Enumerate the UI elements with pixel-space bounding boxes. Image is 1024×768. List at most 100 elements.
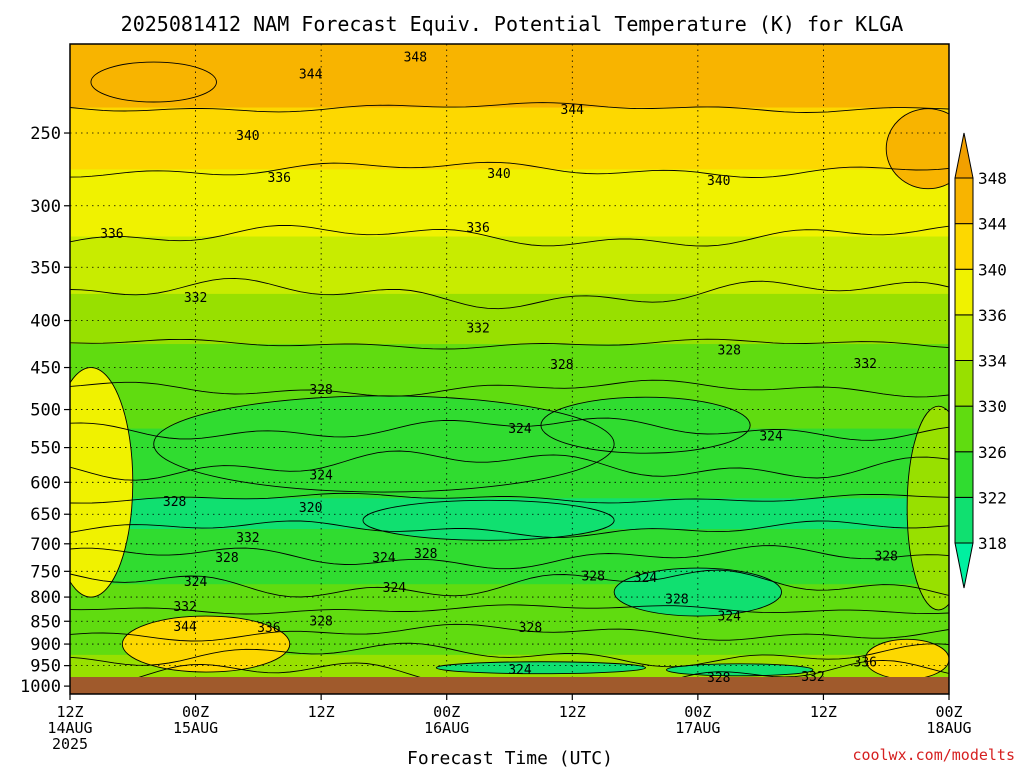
colorbar-top-arrow: [954, 132, 974, 179]
field-patch: [886, 108, 949, 189]
y-tick-label: 800: [30, 588, 61, 608]
contour-label: 340: [236, 129, 259, 144]
contour-label: 336: [100, 227, 123, 242]
contour-label: 336: [854, 656, 877, 671]
contour-label: 324: [718, 610, 742, 625]
contour-line: [70, 277, 949, 310]
colorbar-tick-label: 340: [978, 260, 1007, 279]
x-tick-label: 12Z: [308, 703, 335, 721]
contour-loop: [90, 61, 217, 103]
colorbar-tick-label: 334: [978, 352, 1007, 371]
contour-loop: [362, 499, 615, 541]
contour-loop: [906, 405, 949, 611]
field-patch: [122, 616, 290, 673]
x-tick-label: 00Z: [433, 703, 460, 721]
x-tick-label: 12Z: [559, 703, 586, 721]
field-band: [70, 44, 949, 109]
contour-label: 344: [299, 68, 323, 83]
colorbar-tick-label: 348: [978, 169, 1007, 188]
x-tick-label: 16AUG: [424, 719, 469, 737]
colorbar-segment: [954, 405, 974, 453]
contour-label: 324: [508, 663, 532, 678]
y-tick-label: 1000: [20, 677, 61, 697]
colorbar-tick-label: 318: [978, 534, 1007, 553]
colorbar-tick-label: 322: [978, 488, 1007, 507]
contour-loop: [153, 395, 615, 493]
field-patch: [70, 367, 133, 598]
contour-label: 320: [299, 501, 322, 516]
x-tick-label: 17AUG: [675, 719, 720, 737]
contour-loop: [666, 663, 814, 677]
contour-label: 336: [466, 221, 489, 236]
y-tick-label: 450: [30, 359, 61, 379]
y-tick-label: 650: [30, 505, 61, 525]
colorbar-tick-label: 326: [978, 443, 1007, 462]
chart-title: 2025081412 NAM Forecast Equiv. Potential…: [121, 12, 904, 36]
field-band: [70, 293, 949, 345]
contour-label: 332: [801, 670, 824, 685]
contour-line: [70, 520, 949, 538]
x-tick-label: 2025: [52, 735, 88, 753]
y-tick-label: 950: [30, 657, 61, 677]
contour-label: 324: [508, 422, 532, 437]
contour-label: 328: [707, 671, 730, 686]
contour-labels: 348 344 344 340 336 340 340 336 336 332 332 332 328 3…: [100, 51, 898, 686]
x-tick-label: 12Z: [56, 703, 83, 721]
contour-line: [70, 417, 949, 441]
contour-label: 344: [173, 620, 197, 635]
colorbar-segment: [954, 268, 974, 316]
contour-label: 328: [665, 593, 688, 608]
colorbar-segment: [954, 451, 974, 498]
contour-label: 328: [550, 358, 573, 373]
credit-text: coolwx.com/modelts: [852, 746, 1015, 764]
x-tick-label: 15AUG: [173, 719, 218, 737]
x-tick-label: 12Z: [810, 703, 837, 721]
contour-line: [70, 569, 949, 598]
x-tick-label: 14AUG: [47, 719, 92, 737]
contour-lines: [70, 61, 949, 692]
field-band: [70, 632, 949, 656]
field-patch: [614, 568, 782, 617]
y-tick-label: 750: [30, 562, 61, 582]
field-patch: [90, 62, 217, 102]
colorbar-bottom-arrow: [954, 542, 974, 589]
contour-label: 348: [404, 51, 427, 66]
contour-line: [70, 161, 949, 178]
plot-frame: [69, 43, 950, 695]
contour-label: 328: [414, 547, 437, 562]
field-bands: [70, 44, 949, 694]
field-patch: [153, 395, 615, 493]
contour-label: 332: [236, 531, 259, 546]
contour-line: [70, 545, 949, 570]
field-patch: [865, 639, 949, 680]
field-patch: [436, 661, 646, 674]
y-tick-label: 350: [30, 258, 61, 278]
colorbar-segment: [954, 496, 974, 544]
colorbar-segment: [954, 314, 974, 361]
contour-line: [70, 604, 949, 615]
contour-label: 328: [519, 621, 542, 636]
contour-label: 328: [163, 495, 186, 510]
x-axis-label: Forecast Time (UTC): [407, 748, 613, 768]
contour-line: [70, 450, 949, 481]
contour-loop: [435, 661, 646, 675]
y-tick-label: 850: [30, 612, 61, 632]
y-tick-label: 700: [30, 535, 61, 555]
y-tick-label: 550: [30, 439, 61, 459]
colorbar-segment: [954, 360, 974, 407]
contour-label: 332: [466, 321, 489, 336]
contour-line: [70, 379, 949, 398]
y-tick-label: 900: [30, 635, 61, 655]
y-tick-label: 250: [30, 124, 61, 144]
contour-line: [70, 642, 949, 668]
x-tick-label: 00Z: [182, 703, 209, 721]
colorbar-segment: [954, 223, 974, 270]
field-patch: [540, 397, 751, 454]
contour-label: 328: [581, 570, 604, 585]
contour-label: 328: [718, 343, 741, 358]
contour-label: 328: [215, 551, 238, 566]
contour-line: [70, 224, 949, 247]
contour-label: 324: [309, 469, 333, 484]
